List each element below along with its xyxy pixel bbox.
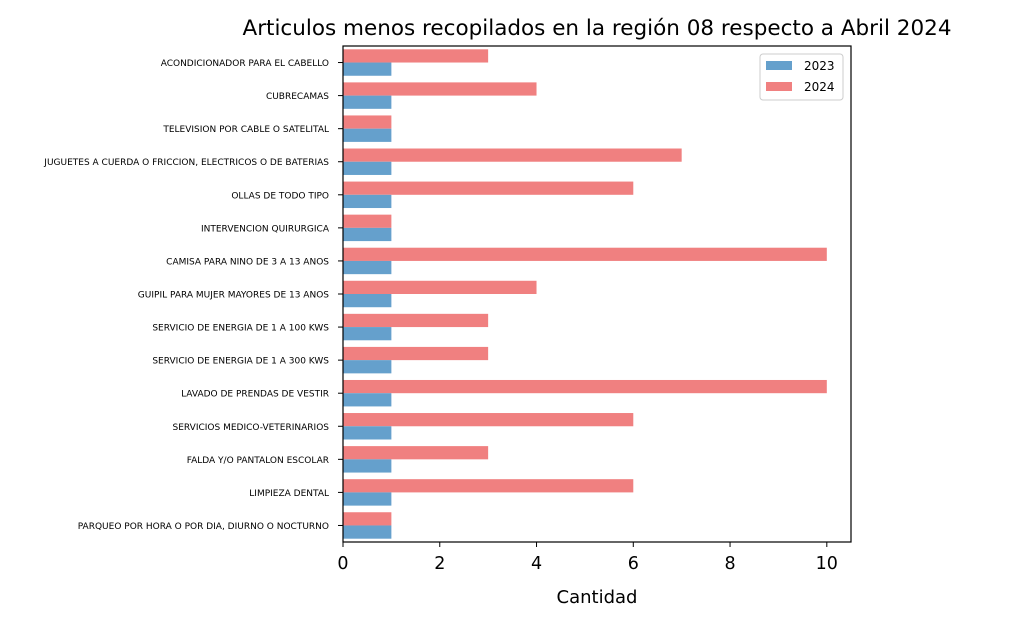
- y-tick-label: SERVICIO DE ENERGIA DE 1 A 100 KWS: [152, 324, 329, 334]
- x-tick-label: 10: [816, 554, 838, 574]
- y-axis-ticks: ACONDICIONADOR PARA EL CABELLO CUBRECAMAS…: [43, 59, 343, 532]
- bar-2024-12: [343, 446, 489, 460]
- bar-2023-6: [343, 260, 392, 275]
- x-tick-label: 0: [337, 554, 348, 574]
- bar-2023-3: [343, 161, 392, 175]
- y-tick-label: SERVICIOS MEDICO-VETERINARIOS: [173, 423, 330, 433]
- y-tick-label: FALDA Y/O PANTALON ESCOLAR: [187, 456, 329, 466]
- bar-2023-13: [343, 492, 392, 506]
- x-tick-label: 6: [628, 554, 639, 574]
- bar-2023-5: [343, 227, 392, 242]
- bar-2024-0: [343, 49, 489, 63]
- x-tick-label: 8: [724, 554, 735, 574]
- bar-2024-10: [343, 379, 827, 394]
- bar-2024-8: [343, 313, 489, 328]
- bar-2024-1: [343, 82, 537, 96]
- bar-2024-5: [343, 214, 392, 228]
- y-tick-label: JUGUETES A CUERDA O FRICCION, ELECTRICOS…: [43, 158, 329, 168]
- y-tick-label: LAVADO DE PRENDAS DE VESTIR: [181, 390, 329, 400]
- bar-2023-1: [343, 95, 392, 109]
- bar-2024-4: [343, 181, 634, 195]
- bar-2024-2: [343, 115, 392, 129]
- legend: 2023 2024: [759, 53, 844, 101]
- y-tick-label: LIMPIEZA DENTAL: [249, 489, 329, 499]
- bar-2023-4: [343, 194, 392, 209]
- bar-2023-8: [343, 327, 392, 341]
- bars-layer: [343, 49, 827, 539]
- bar-2024-11: [343, 413, 634, 427]
- y-tick-label: CAMISA PARA NINO DE 3 A 13 ANOS: [166, 257, 329, 267]
- bar-2024-14: [343, 512, 392, 526]
- bar-2023-0: [343, 62, 392, 76]
- bar-2023-9: [343, 360, 392, 374]
- y-tick-label: OLLAS DE TODO TIPO: [231, 191, 329, 201]
- x-axis-ticks: 0 2 4 6 8 10: [337, 542, 838, 574]
- legend-label-2024: 2024: [804, 80, 835, 94]
- y-tick-label: ACONDICIONADOR PARA EL CABELLO: [161, 59, 329, 69]
- legend-swatch-2024: [766, 82, 792, 91]
- x-axis-label: Cantidad: [557, 587, 638, 608]
- bar-2023-14: [343, 525, 392, 539]
- y-tick-label: CUBRECAMAS: [266, 92, 329, 102]
- legend-swatch-2023: [766, 61, 792, 70]
- bar-2024-7: [343, 280, 537, 294]
- y-tick-label: SERVICIO DE ENERGIA DE 1 A 300 KWS: [152, 357, 329, 367]
- y-tick-label: PARQUEO POR HORA O POR DIA, DIURNO O NOC…: [78, 522, 329, 532]
- x-tick-label: 4: [531, 554, 542, 574]
- legend-label-2023: 2023: [804, 59, 835, 73]
- y-tick-label: INTERVENCION QUIRURGICA: [201, 224, 330, 234]
- y-tick-label: GUIPIL PARA MUJER MAYORES DE 13 ANOS: [138, 291, 329, 301]
- bar-2023-12: [343, 459, 392, 473]
- plot-frame: [342, 45, 852, 543]
- bar-2024-13: [343, 479, 634, 493]
- chart-title: Articulos menos recopilados en la región…: [242, 16, 951, 41]
- bar-2023-11: [343, 426, 392, 440]
- bar-2024-6: [343, 247, 827, 261]
- bar-2024-9: [343, 346, 489, 361]
- x-tick-label: 2: [434, 554, 445, 574]
- bar-2023-2: [343, 128, 392, 142]
- y-tick-label: TELEVISION POR CABLE O SATELITAL: [162, 125, 329, 135]
- bar-2024-3: [343, 148, 682, 162]
- bar-2023-10: [343, 393, 392, 407]
- bar-2023-7: [343, 294, 392, 308]
